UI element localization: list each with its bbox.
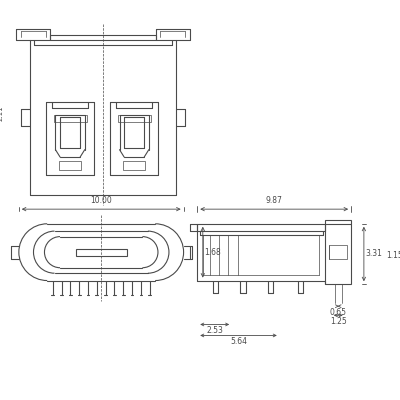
Bar (54, 115, 86, 122)
Text: 3.31: 3.31 (366, 250, 382, 258)
Text: 9.87: 9.87 (266, 196, 283, 206)
Text: 0.65: 0.65 (330, 308, 347, 317)
Text: 2.11: 2.11 (0, 105, 4, 121)
Bar (59, 161, 81, 170)
Bar (329, 245, 348, 260)
Text: 10.00: 10.00 (90, 196, 112, 206)
Text: 2.53: 2.53 (206, 326, 223, 335)
Bar (118, 115, 151, 122)
Bar (123, 161, 145, 170)
Bar (76, 248, 127, 256)
Text: 1.25: 1.25 (330, 317, 347, 326)
Text: 5.64: 5.64 (230, 337, 247, 346)
Bar (326, 220, 351, 284)
Text: 1.15: 1.15 (386, 251, 400, 260)
Text: 1.68: 1.68 (205, 248, 221, 257)
